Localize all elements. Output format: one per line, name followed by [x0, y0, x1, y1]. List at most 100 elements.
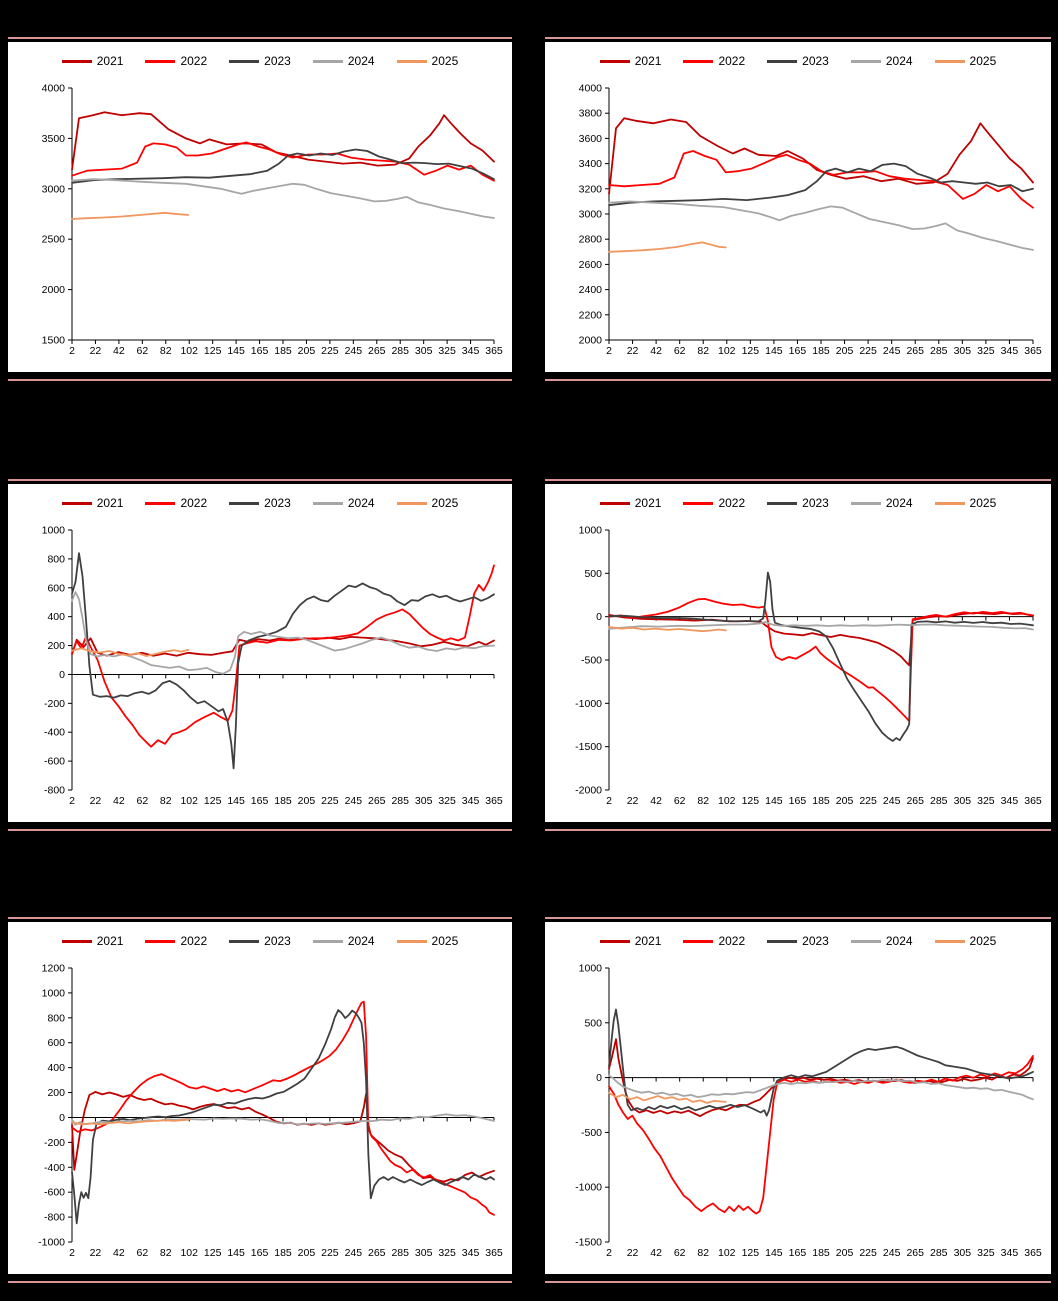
legend-item-2025: 2025 — [934, 934, 996, 948]
x-tick-label: 22 — [90, 795, 102, 807]
separator-line — [8, 917, 512, 919]
x-tick-label: 185 — [812, 345, 830, 357]
x-tick-label: 325 — [977, 345, 995, 357]
chart-plot: 4000 3800 3600 3400 3200 3000 2800 2600 2400 2200… — [579, 83, 1042, 358]
legend-swatch — [683, 939, 714, 943]
y-tick-label: 1000 — [579, 963, 603, 975]
x-tick-label: 2 — [606, 345, 612, 357]
series-line-2024 — [71, 178, 495, 219]
legend-label: 2022 — [180, 934, 208, 948]
legend-swatch — [396, 939, 427, 943]
y-tick-label: -400 — [44, 727, 65, 739]
separator-line — [545, 379, 1051, 381]
separator-line — [545, 479, 1051, 481]
x-tick-label: 205 — [298, 795, 316, 807]
y-tick-label: 3800 — [579, 108, 603, 120]
x-tick-label: 225 — [321, 345, 339, 357]
series-line-2023 — [71, 148, 495, 184]
legend-swatch — [145, 59, 176, 63]
chart-panel-bottom-right: 2021 2022 2023 2024 2025 1000 500 0 -500 -1000 -1… — [545, 922, 1051, 1274]
y-tick-label: -1000 — [38, 1237, 65, 1249]
x-tick-label: 185 — [274, 795, 292, 807]
legend-item-2025: 2025 — [396, 54, 459, 68]
series-line-2023 — [608, 162, 1034, 207]
x-tick-label: 345 — [462, 345, 480, 357]
x-tick-label: 42 — [113, 1247, 125, 1259]
y-tick-label: 2400 — [579, 284, 603, 296]
y-tick-label: -1500 — [575, 741, 602, 753]
x-tick-label: 285 — [391, 345, 409, 357]
legend-label: 2023 — [802, 496, 829, 510]
x-tick-label: 305 — [415, 1247, 433, 1259]
y-tick-label: 500 — [584, 568, 602, 580]
separator-line — [8, 37, 512, 39]
x-tick-label: 325 — [438, 1247, 456, 1259]
x-tick-label: 225 — [859, 1247, 877, 1259]
y-tick-label: 2600 — [579, 259, 603, 271]
x-tick-label: 165 — [789, 795, 807, 807]
x-tick-label: 102 — [180, 345, 198, 357]
y-tick-label: 0 — [596, 611, 602, 623]
x-tick-label: 125 — [204, 795, 222, 807]
x-tick-label: 125 — [742, 1247, 760, 1259]
y-tick-label: 2000 — [579, 335, 603, 347]
x-tick-label: 365 — [1024, 345, 1042, 357]
x-tick-label: 265 — [368, 345, 386, 357]
legend-label: 2024 — [347, 54, 375, 68]
y-tick-label: 1000 — [42, 525, 66, 537]
y-tick-label: 0 — [59, 669, 65, 681]
x-tick-label: 42 — [650, 795, 662, 807]
series-line-2022 — [71, 1000, 495, 1216]
x-tick-label: 145 — [765, 1247, 783, 1259]
series-line-2022 — [608, 1054, 1034, 1215]
x-tick-label: 22 — [627, 1247, 639, 1259]
x-tick-label: 245 — [345, 345, 363, 357]
legend-label: 2022 — [718, 54, 746, 68]
x-tick-label: 305 — [954, 1247, 972, 1259]
x-tick-label: 325 — [977, 795, 995, 807]
x-tick-label: 102 — [718, 1247, 736, 1259]
chart-legend: 2021 2022 2023 2024 2025 — [545, 496, 1051, 510]
y-tick-label: 1000 — [579, 525, 603, 537]
legend-swatch — [599, 939, 630, 943]
x-tick-label: 165 — [789, 1247, 807, 1259]
chart-legend: 2021 2022 2023 2024 2025 — [8, 496, 512, 510]
y-tick-label: 3500 — [42, 133, 66, 145]
legend-item-2021: 2021 — [61, 496, 123, 510]
x-tick-label: 22 — [627, 345, 639, 357]
legend-item-2022: 2022 — [145, 934, 207, 948]
x-tick-label: 22 — [627, 795, 639, 807]
separator-line — [8, 829, 512, 831]
x-tick-label: 325 — [438, 795, 456, 807]
legend-label: 2024 — [347, 496, 375, 510]
legend-swatch — [934, 939, 965, 943]
x-tick-label: 365 — [1024, 795, 1042, 807]
x-tick-label: 82 — [160, 1247, 172, 1259]
legend-label: 2022 — [180, 54, 208, 68]
series-line-2025 — [71, 211, 190, 220]
legend-label: 2024 — [885, 934, 913, 948]
legend-item-2024: 2024 — [312, 934, 375, 948]
chart-panel-top-right: 2021 2022 2023 2024 2025 4000 3800 3600 3400 320… — [545, 42, 1051, 372]
legend-label: 2025 — [431, 934, 459, 948]
series-line-2024 — [608, 1074, 1034, 1101]
x-tick-label: 82 — [697, 795, 709, 807]
legend-label: 2023 — [802, 54, 829, 68]
x-tick-label: 265 — [906, 795, 924, 807]
y-tick-label: -2000 — [575, 785, 602, 797]
legend-label: 2025 — [431, 54, 459, 68]
legend-swatch — [61, 59, 92, 63]
legend-item-2025: 2025 — [934, 496, 996, 510]
x-tick-label: 2 — [69, 795, 75, 807]
x-tick-label: 82 — [160, 345, 172, 357]
series-line-2024 — [608, 621, 1034, 631]
x-tick-label: 165 — [789, 345, 807, 357]
x-tick-label: 2 — [606, 795, 612, 807]
x-tick-label: 125 — [204, 345, 222, 357]
y-tick-label: -600 — [44, 756, 65, 768]
y-tick-label: 200 — [47, 1087, 65, 1099]
y-tick-label: -800 — [44, 1212, 65, 1224]
series-line-2023 — [608, 571, 1034, 742]
y-tick-label: 400 — [47, 611, 65, 623]
legend-item-2025: 2025 — [396, 496, 458, 510]
